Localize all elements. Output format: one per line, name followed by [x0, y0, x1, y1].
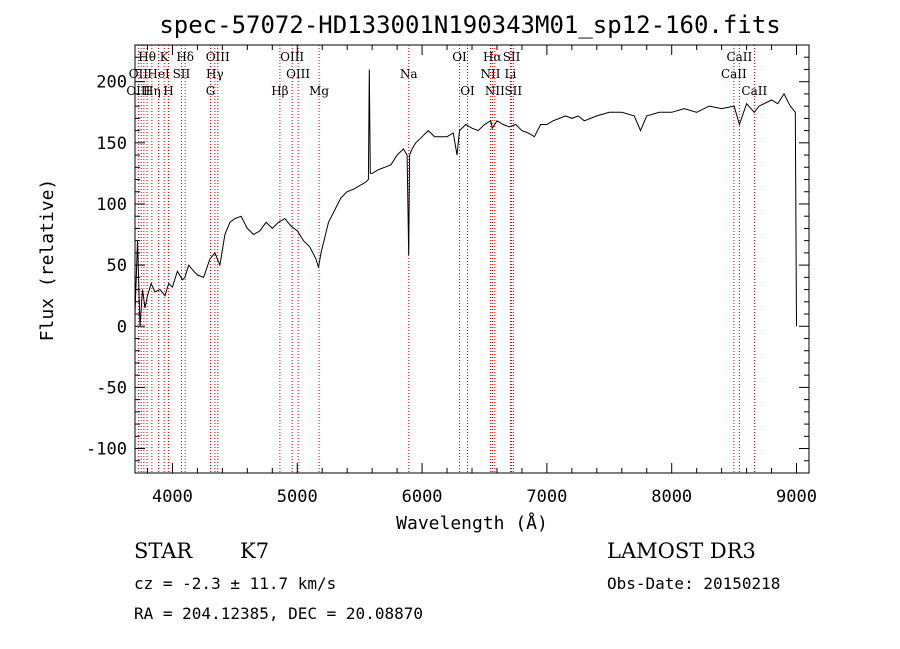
line-marker-label: SII	[503, 50, 521, 64]
line-marker-label: Na	[400, 67, 418, 81]
line-marker-label: OII	[129, 67, 149, 81]
y-axis-label: Flux (relative)	[37, 179, 58, 342]
line-marker-label: CaII	[721, 67, 747, 81]
line-marker-label: Hγ	[206, 67, 224, 81]
line-marker-label: SII	[173, 67, 191, 81]
line-marker-label: NII	[485, 84, 505, 98]
x-tick-label: 4000	[152, 487, 193, 507]
x-tick-label: 7000	[526, 487, 567, 507]
x-tick-label: 5000	[277, 487, 318, 507]
x-tick-label: 9000	[776, 487, 817, 507]
line-marker-label: OIII	[280, 50, 304, 64]
y-tick-label: 0	[117, 317, 127, 337]
observation-date: Obs-Date: 20150218	[607, 574, 781, 593]
x-axis-ticks: 4000 5000 6000 7000 8000 9000	[146, 45, 817, 507]
line-marker-label: K	[160, 50, 170, 64]
line-marker-label: HeI	[147, 67, 170, 81]
line-marker-label: OIII	[286, 67, 310, 81]
x-tick-label: 6000	[402, 487, 443, 507]
object-type: STAR	[134, 539, 193, 563]
survey-name: LAMOST DR3	[607, 539, 756, 563]
coordinates-readout: RA = 204.12385, DEC = 20.08870	[134, 604, 423, 623]
line-marker-label: Hβ	[271, 84, 288, 98]
line-marker-label: Mg	[309, 84, 329, 98]
line-marker-label: Hα	[483, 50, 502, 64]
line-marker-label: OIII	[126, 84, 150, 98]
y-axis-ticks: -100 -50 0 50 100 150 200	[86, 44, 809, 474]
x-tick-label: 8000	[651, 487, 692, 507]
line-marker-label: NII	[480, 67, 500, 81]
line-marker-label: Hθ	[138, 50, 156, 64]
velocity-readout: cz = -2.3 ± 11.7 km/s	[134, 574, 337, 593]
line-marker-label: OIII	[206, 50, 230, 64]
y-tick-label: 150	[96, 134, 127, 154]
x-axis-label: Wavelength (Å)	[396, 512, 548, 534]
line-marker-label: Hδ	[176, 50, 194, 64]
line-marker-label: CaII	[741, 84, 767, 98]
line-marker-label: OI	[452, 50, 467, 64]
line-marker-label: G	[206, 84, 216, 98]
line-marker-label: SII	[504, 84, 522, 98]
plot-frame	[134, 44, 810, 474]
spectral-subclass: K7	[240, 539, 270, 563]
y-tick-label: -50	[96, 378, 127, 398]
y-tick-label: 100	[96, 195, 127, 215]
line-marker-label: Li	[505, 67, 517, 81]
line-marker-label: H	[163, 84, 173, 98]
line-marker-label: OI	[460, 84, 475, 98]
chart-title: spec-57072-HD133001N190343M01_sp12-160.f…	[159, 11, 780, 39]
spectrum-line	[134, 69, 797, 327]
y-tick-label: 50	[107, 256, 127, 276]
line-marker-label: Hη	[143, 84, 161, 98]
line-markers	[137, 45, 755, 473]
y-tick-label: -100	[86, 440, 127, 460]
y-tick-label: 200	[96, 73, 127, 93]
line-marker-label: CaII	[726, 50, 752, 64]
